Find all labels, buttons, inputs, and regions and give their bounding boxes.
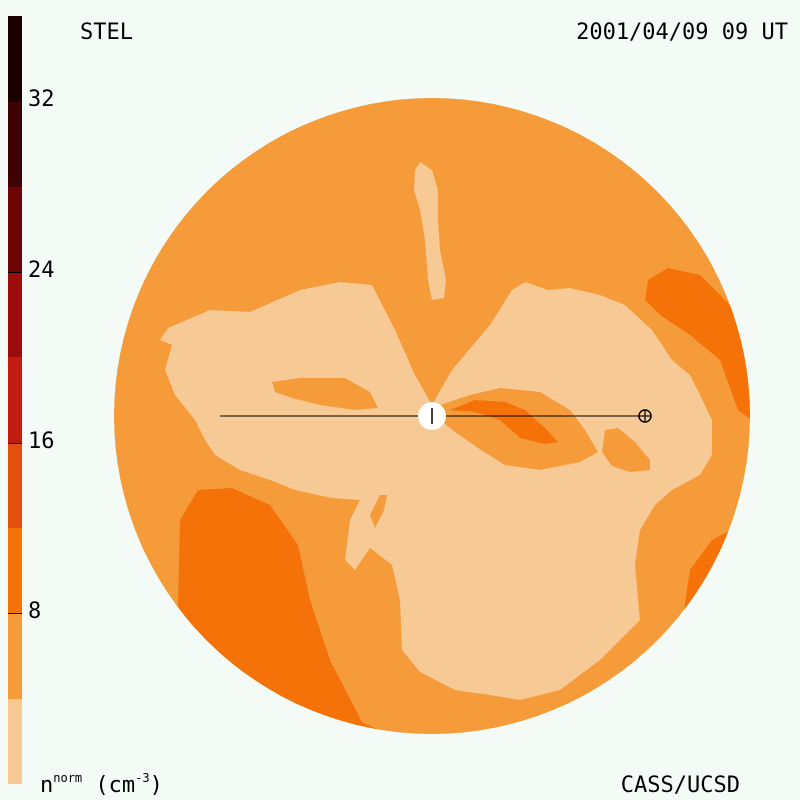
color-band: [8, 272, 22, 358]
color-scale-bar: [8, 16, 22, 784]
units-rest: (cm: [82, 773, 136, 798]
color-band: [8, 357, 22, 443]
color-band: [8, 442, 22, 528]
region-north-spike: [414, 162, 446, 300]
units-close: ): [149, 773, 163, 798]
island-bottom-small: [370, 495, 387, 528]
island-left-streak: [272, 378, 378, 410]
scale-tick-label: 16: [28, 428, 55, 454]
credit-label: CASS/UCSD: [620, 773, 740, 798]
units-superscript: norm: [53, 771, 83, 785]
scale-tick: [8, 613, 22, 615]
region-right-upper: [645, 268, 750, 420]
timestamp-label: 2001/04/09 09 UT: [576, 20, 788, 45]
color-band: [8, 16, 22, 102]
earth-icon: [638, 409, 652, 423]
color-band: [8, 613, 22, 699]
dense-spot: [450, 400, 558, 444]
scale-tick: [8, 272, 22, 273]
units-label: nnorm (cm-3): [40, 772, 163, 797]
scale-tick: [8, 442, 22, 444]
scale-tick: [8, 101, 22, 103]
color-band: [8, 101, 22, 187]
island-right-small: [602, 428, 650, 472]
color-band: [8, 186, 22, 272]
units-exponent: -3: [135, 771, 150, 785]
color-band: [8, 698, 22, 784]
source-label: STEL: [80, 20, 133, 45]
scale-tick-label: 24: [28, 258, 55, 283]
scale-tick-label: 8: [28, 599, 42, 625]
units-base: n: [40, 773, 54, 798]
scale-tick-label: 32: [28, 87, 55, 113]
color-band: [8, 528, 22, 614]
